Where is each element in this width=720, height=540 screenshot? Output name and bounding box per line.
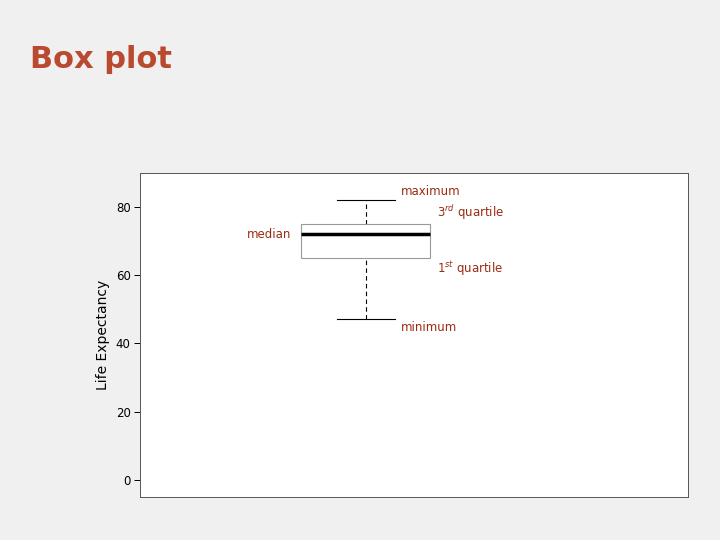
Text: Box plot: Box plot — [30, 44, 172, 73]
Bar — [302, 224, 430, 258]
Text: 3$^{rd}$ quartile: 3$^{rd}$ quartile — [436, 204, 503, 222]
Text: minimum: minimum — [401, 321, 457, 334]
Text: 1$^{st}$ quartile: 1$^{st}$ quartile — [436, 260, 503, 278]
Text: median: median — [247, 228, 292, 241]
Y-axis label: Life Expectancy: Life Expectancy — [96, 280, 110, 390]
Text: maximum: maximum — [401, 185, 461, 198]
